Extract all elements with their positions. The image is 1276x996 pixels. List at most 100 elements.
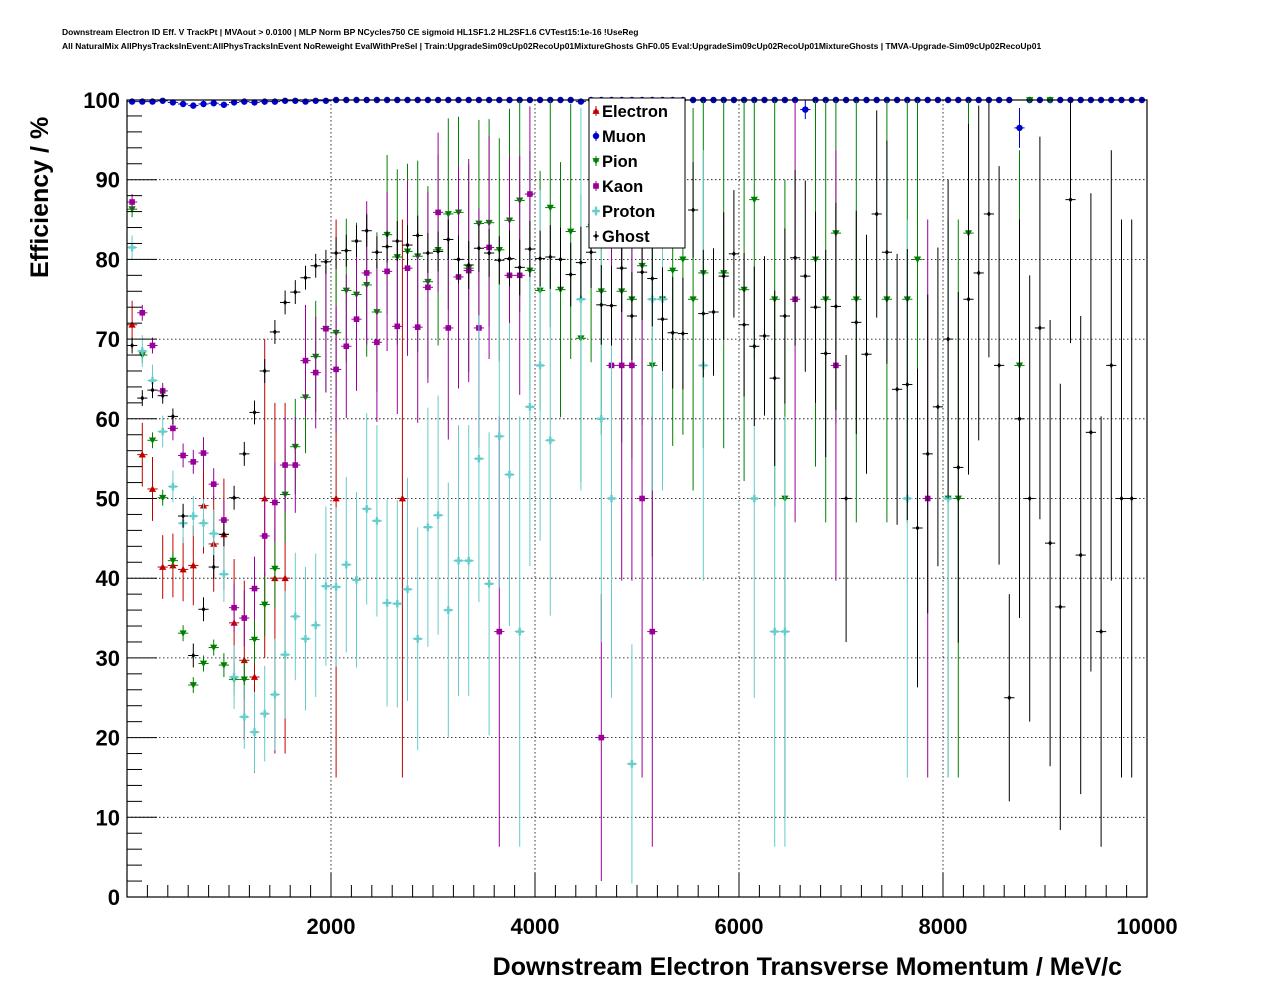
- ghost-point: [382, 230, 393, 263]
- muon-point: [178, 100, 189, 108]
- muon-marker: [210, 99, 217, 107]
- ghost-marker: [711, 309, 716, 315]
- kaon-marker: [149, 342, 156, 349]
- ghost-marker: [558, 256, 563, 263]
- proton-marker: [322, 582, 330, 590]
- electron-point: [137, 422, 148, 487]
- ghost-point: [830, 202, 841, 411]
- muon-point: [188, 102, 199, 109]
- pion-marker: [261, 601, 269, 609]
- ghost-marker: [670, 329, 675, 336]
- electron-point: [147, 457, 158, 521]
- y-tick-label: 40: [96, 566, 120, 591]
- proton-marker: [475, 454, 483, 463]
- ghost-marker: [354, 238, 359, 244]
- proton-point: [229, 645, 240, 709]
- ghost-point: [1065, 100, 1076, 344]
- kaon-marker: [374, 339, 380, 346]
- pion-point: [157, 489, 168, 506]
- ghost-marker: [935, 404, 940, 410]
- muon-marker: [200, 100, 207, 108]
- ghost-point: [290, 280, 301, 305]
- ghost-point: [606, 265, 617, 346]
- ghost-marker: [956, 464, 961, 471]
- ghost-point: [810, 211, 821, 403]
- electron-point: [178, 537, 189, 602]
- ghost-marker: [691, 207, 696, 213]
- ghost-marker: [874, 211, 879, 217]
- pion-point: [167, 552, 178, 569]
- pion-marker: [210, 644, 218, 652]
- ghost-marker: [1068, 196, 1073, 203]
- ghost-point: [280, 290, 291, 315]
- muon-marker: [230, 99, 238, 106]
- ghost-marker: [1017, 416, 1022, 422]
- proton-marker: [464, 556, 473, 565]
- kaon-point: [300, 304, 311, 417]
- ghost-point: [229, 485, 240, 510]
- kaon-marker: [425, 284, 431, 291]
- ghost-point: [1116, 219, 1127, 778]
- pion-marker: [913, 256, 922, 263]
- kaon-marker: [210, 481, 217, 487]
- legend-marker-proton: [592, 207, 600, 215]
- legend-label-electron: Electron: [602, 103, 668, 121]
- ghost-point: [1085, 193, 1096, 672]
- proton-marker: [332, 583, 340, 591]
- ghost-marker: [293, 289, 298, 295]
- ghost-point: [1106, 150, 1117, 581]
- ghost-marker: [650, 275, 655, 282]
- ghost-marker: [1078, 552, 1083, 558]
- ghost-point: [320, 249, 331, 274]
- ghost-marker: [497, 257, 502, 263]
- ghost-marker: [456, 256, 461, 263]
- pion-marker: [179, 630, 187, 637]
- kaon-point: [280, 417, 291, 513]
- legend-entry-ghost: Ghost: [593, 228, 650, 246]
- pion-marker: [250, 636, 259, 644]
- ghost-point: [422, 233, 433, 273]
- ghost-point: [208, 555, 219, 579]
- ghost-point: [341, 234, 352, 267]
- muon-marker: [128, 98, 136, 105]
- pion-point: [188, 677, 199, 693]
- pion-point: [565, 103, 576, 360]
- ghost-marker: [721, 273, 726, 279]
- ghost-marker: [823, 350, 828, 357]
- ghost-marker: [191, 652, 196, 659]
- kaon-marker: [363, 270, 370, 276]
- ghost-marker: [609, 302, 614, 309]
- proton-point: [280, 590, 291, 719]
- pion-marker: [169, 557, 177, 565]
- ghost-marker: [1088, 429, 1093, 436]
- kaon-marker: [221, 517, 227, 523]
- ghost-point: [473, 224, 484, 273]
- proton-point: [402, 477, 413, 701]
- ghost-marker: [680, 330, 685, 337]
- proton-marker: [607, 494, 616, 503]
- proton-point: [473, 315, 484, 603]
- kaon-marker: [272, 499, 278, 506]
- electron-marker: [250, 673, 259, 680]
- kaon-marker: [241, 615, 248, 621]
- kaon-point: [412, 231, 423, 423]
- kaon-marker: [200, 450, 207, 456]
- proton-marker: [373, 517, 381, 525]
- proton-point: [504, 323, 515, 627]
- proton-point: [218, 546, 229, 603]
- muon-marker: [261, 98, 268, 105]
- y-tick-label: 90: [96, 168, 120, 193]
- ghost-point: [922, 294, 933, 614]
- ghost-point: [555, 227, 566, 292]
- kaon-marker: [343, 343, 350, 350]
- proton-point: [198, 499, 209, 548]
- ghost-point: [963, 123, 974, 475]
- proton-marker: [485, 579, 493, 588]
- ghost-point: [749, 266, 760, 426]
- proton-marker: [230, 673, 238, 681]
- proton-point: [371, 425, 382, 617]
- ghost-marker: [1007, 694, 1012, 701]
- muon-point: [229, 99, 240, 106]
- ghost-point: [249, 400, 260, 425]
- ghost-point: [698, 249, 709, 378]
